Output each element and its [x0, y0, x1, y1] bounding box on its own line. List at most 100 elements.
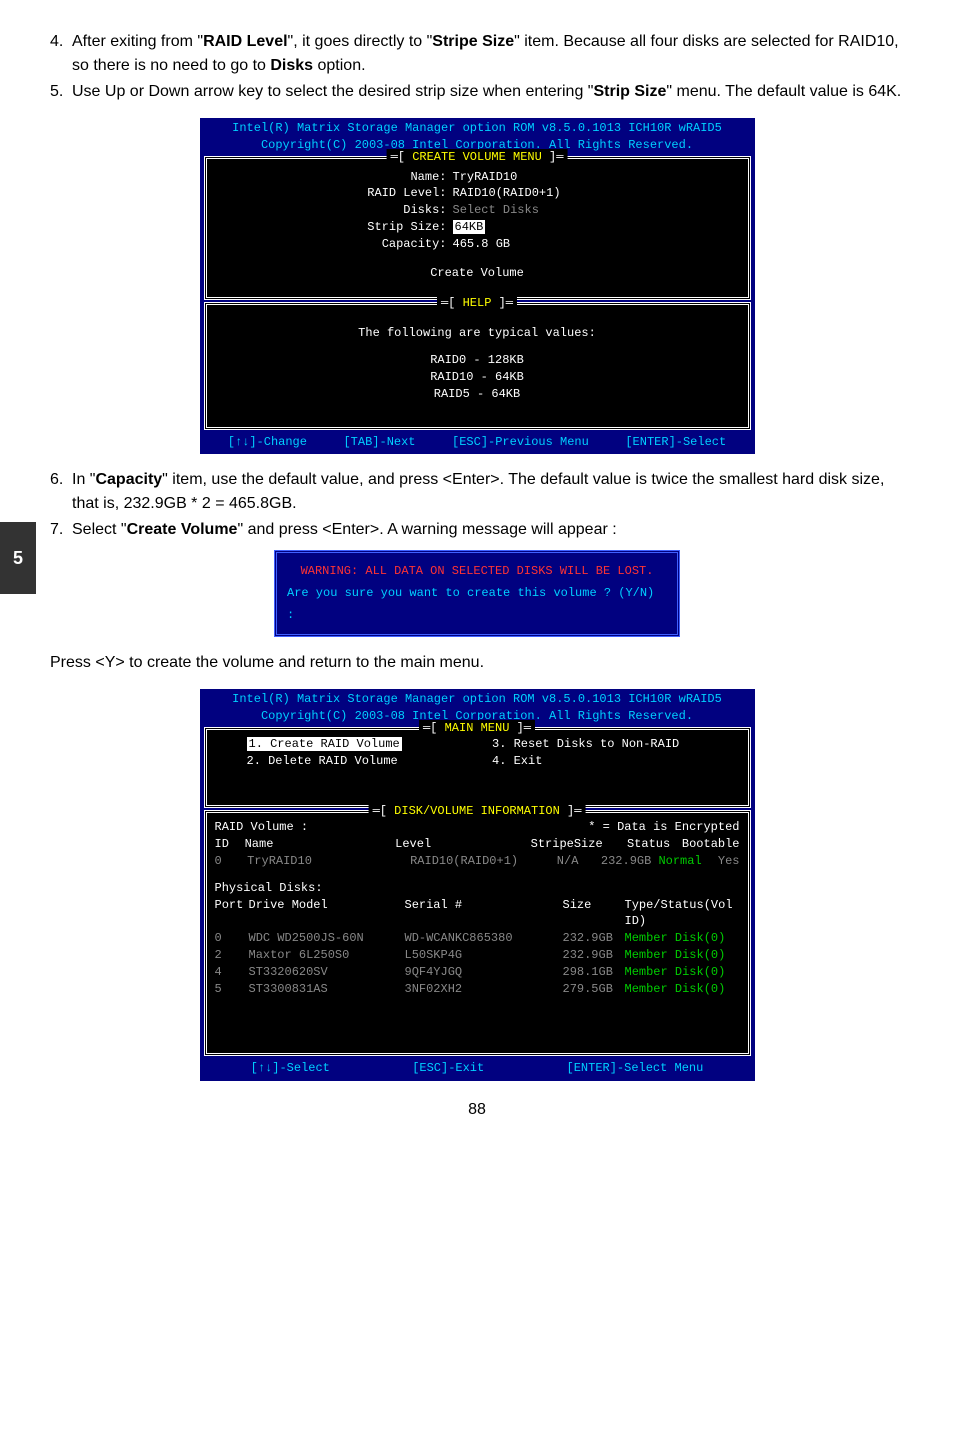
menu-item-delete[interactable]: 2. Delete RAID Volume	[247, 753, 493, 770]
phys-row: 5ST3300831AS3NF02XH2279.5GBMember Disk(0…	[215, 981, 740, 998]
cell: Member Disk(0)	[625, 964, 740, 981]
bios-header-line: Intel(R) Matrix Storage Manager option R…	[200, 691, 755, 708]
footer-hint: [ESC]-Exit	[412, 1060, 484, 1077]
bios-footer: [↑↓]-Change [TAB]-Next [ESC]-Previous Me…	[200, 432, 755, 455]
help-line: RAID5 - 64KB	[217, 386, 738, 403]
panel-title: HELP	[437, 295, 517, 312]
col-header: Level	[395, 836, 530, 853]
cell: 9QF4YJGQ	[405, 964, 563, 981]
warning-text: WARNING: ALL DATA ON SELECTED DISKS WILL…	[287, 561, 667, 583]
cell: WD-WCANKC865380	[405, 930, 563, 947]
help-line: RAID10 - 64KB	[217, 369, 738, 386]
list-item: 5. Use Up or Down arrow key to select th…	[50, 80, 904, 104]
phys-row: 4ST3320620SV9QF4YJGQ298.1GBMember Disk(0…	[215, 964, 740, 981]
list-number: 7.	[50, 518, 72, 542]
cell: 232.9GB	[601, 853, 659, 870]
panel-title: CREATE VOLUME MENU	[387, 149, 568, 166]
list-number: 4.	[50, 30, 72, 78]
cell: 0	[215, 930, 249, 947]
col-header: Status	[627, 836, 682, 853]
form-label: Name:	[217, 169, 453, 186]
encrypted-note: * = Data is Encrypted	[588, 819, 739, 836]
disk-info-panel: DISK/VOLUME INFORMATION RAID Volume : * …	[204, 810, 751, 1056]
menu-item-create[interactable]: 1. Create RAID Volume	[247, 736, 493, 753]
cell: 232.9GB	[563, 947, 625, 964]
footer-hint: [↑↓]-Select	[251, 1060, 330, 1077]
form-value: 465.8 GB	[453, 236, 738, 253]
help-line: RAID0 - 128KB	[217, 352, 738, 369]
cell: Member Disk(0)	[625, 981, 740, 998]
help-intro: The following are typical values:	[217, 325, 738, 342]
volume-row: 0 TryRAID10 RAID10(RAID0+1) N/A 232.9GB …	[215, 853, 740, 870]
cell: Maxtor 6L250S0	[249, 947, 405, 964]
menu-item-exit[interactable]: 4. Exit	[492, 753, 738, 770]
list-text: In "Capacity" item, use the default valu…	[72, 468, 904, 516]
intro-list: 4. After exiting from "RAID Level", it g…	[50, 30, 904, 104]
cell: RAID10(RAID0+1)	[410, 853, 557, 870]
cell: 2	[215, 947, 249, 964]
volume-header-row: ID Name Level Stripe Size Status Bootabl…	[215, 836, 740, 853]
panel-title: DISK/VOLUME INFORMATION	[369, 803, 586, 820]
list-item: 6. In "Capacity" item, use the default v…	[50, 468, 904, 516]
physical-disks-label: Physical Disks:	[215, 880, 740, 897]
mid-list: 6. In "Capacity" item, use the default v…	[50, 468, 904, 542]
form-label: Disks:	[217, 202, 453, 219]
chapter-tab: 5	[0, 522, 36, 594]
main-menu-panel: MAIN MENU 1. Create RAID Volume 2. Delet…	[204, 727, 751, 809]
create-volume-action[interactable]: Create Volume	[217, 265, 738, 282]
form-label: Strip Size:	[217, 219, 453, 236]
form-value: TryRAID10	[453, 169, 738, 186]
footer-hint: [ENTER]-Select Menu	[567, 1060, 704, 1077]
col-header: Serial #	[405, 897, 563, 931]
col-header: Bootable	[682, 836, 740, 853]
menu-item-reset[interactable]: 3. Reset Disks to Non-RAID	[492, 736, 738, 753]
col-header: Type/Status(Vol ID)	[625, 897, 740, 931]
warning-dialog: WARNING: ALL DATA ON SELECTED DISKS WILL…	[274, 550, 680, 637]
raid-volume-label: RAID Volume :	[215, 819, 309, 836]
cell: Normal	[658, 853, 717, 870]
cell: 232.9GB	[563, 930, 625, 947]
cell: Yes	[718, 853, 740, 870]
cell: 279.5GB	[563, 981, 625, 998]
cell: Member Disk(0)	[625, 947, 740, 964]
cell: TryRAID10	[247, 853, 410, 870]
warning-prompt[interactable]: Are you sure you want to create this vol…	[287, 583, 667, 626]
phys-header-row: Port Drive Model Serial # Size Type/Stat…	[215, 897, 740, 931]
col-header: Size	[574, 836, 627, 853]
list-item: 7. Select "Create Volume" and press <Ent…	[50, 518, 904, 542]
col-header: Name	[245, 836, 396, 853]
list-number: 5.	[50, 80, 72, 104]
col-header: Stripe	[531, 836, 574, 853]
cell: 298.1GB	[563, 964, 625, 981]
form-value: RAID10(RAID0+1)	[453, 185, 738, 202]
form-label: RAID Level:	[217, 185, 453, 202]
form-value: Select Disks	[453, 202, 738, 219]
cell: L50SKP4G	[405, 947, 563, 964]
phys-row: 0WDC WD2500JS-60NWD-WCANKC865380232.9GBM…	[215, 930, 740, 947]
list-text: Select "Create Volume" and press <Enter>…	[72, 518, 904, 542]
phys-row: 2Maxtor 6L250S0L50SKP4G232.9GBMember Dis…	[215, 947, 740, 964]
list-item: 4. After exiting from "RAID Level", it g…	[50, 30, 904, 78]
footer-hint: [↑↓]-Change	[228, 434, 307, 451]
press-y-text: Press <Y> to create the volume and retur…	[50, 651, 904, 675]
page-number: 88	[50, 1101, 904, 1119]
footer-hint: [ESC]-Previous Menu	[452, 434, 589, 451]
col-header: Drive Model	[249, 897, 405, 931]
strip-size-field[interactable]: 64KB	[453, 219, 738, 236]
cell: ST3320620SV	[249, 964, 405, 981]
footer-hint: [ENTER]-Select	[625, 434, 726, 451]
list-number: 6.	[50, 468, 72, 516]
col-header: Port	[215, 897, 249, 931]
panel-title: MAIN MENU	[419, 720, 535, 737]
cell: Member Disk(0)	[625, 930, 740, 947]
cell: WDC WD2500JS-60N	[249, 930, 405, 947]
col-header: Size	[563, 897, 625, 931]
cell: ST3300831AS	[249, 981, 405, 998]
col-header: ID	[215, 836, 245, 853]
cell: N/A	[557, 853, 601, 870]
bios-footer: [↑↓]-Select [ESC]-Exit [ENTER]-Select Me…	[200, 1058, 755, 1081]
help-panel: HELP The following are typical values: R…	[204, 302, 751, 429]
bios-main-menu-screen: Intel(R) Matrix Storage Manager option R…	[200, 689, 755, 1081]
bios-header-line: Intel(R) Matrix Storage Manager option R…	[200, 120, 755, 137]
list-text: After exiting from "RAID Level", it goes…	[72, 30, 904, 78]
